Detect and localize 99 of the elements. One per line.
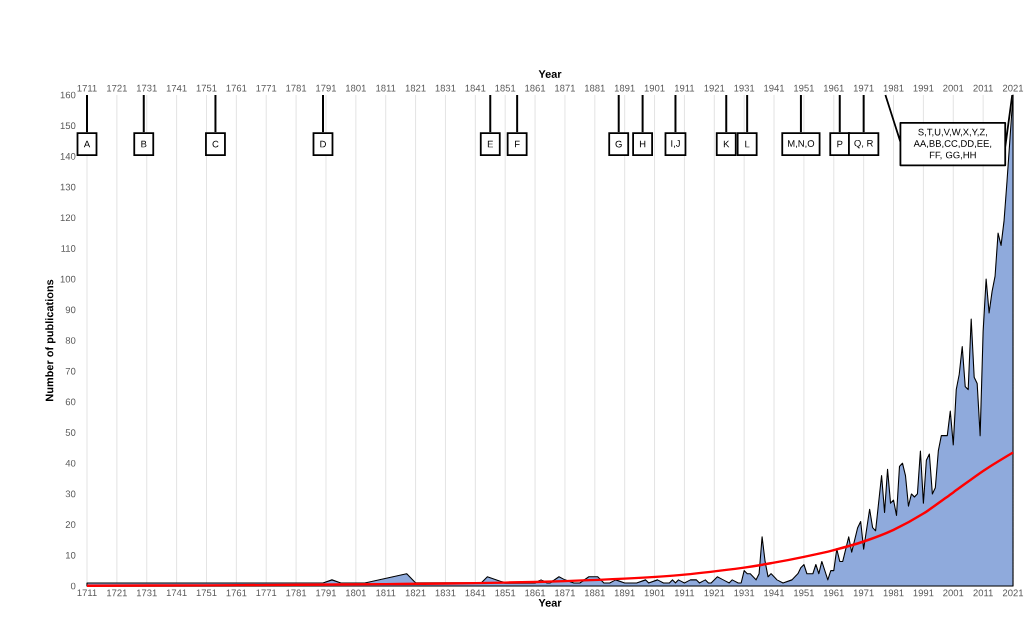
annotation: F	[515, 140, 520, 148]
x2-tick-label: 1961	[823, 84, 844, 92]
x2-tick-label: 1781	[286, 84, 307, 92]
y-tick-label: 20	[65, 521, 76, 528]
x-tick-label: 1831	[435, 589, 456, 597]
y-tick-label: 70	[65, 367, 76, 375]
y-tick-label: 110	[61, 245, 76, 252]
x2-tick-label: 1911	[674, 84, 695, 92]
x2-tick-label: 1831	[435, 84, 456, 92]
x-tick-label: 1981	[883, 589, 904, 597]
x-tick-label: 1751	[196, 589, 217, 597]
annotation: P	[837, 140, 843, 148]
x2-tick-label: 1851	[495, 84, 516, 92]
annotation: L	[745, 140, 750, 148]
annotation: C	[212, 140, 219, 148]
annotation: D	[320, 140, 326, 148]
x-tick-label: 2001	[943, 589, 964, 597]
x-tick-label: 1901	[644, 589, 665, 597]
y-tick-label: 50	[65, 429, 76, 436]
annotation: M,N,O	[788, 140, 815, 149]
y-tick-label: 130	[60, 183, 76, 191]
x-tick-label: 2021	[1002, 589, 1024, 597]
x-tick-label: 1811	[376, 589, 396, 597]
x-tick-label: 1971	[853, 589, 874, 597]
x2-tick-label: 2001	[943, 84, 964, 92]
y-tick-label: 0	[70, 582, 76, 590]
x2-tick-label: 1971	[853, 84, 874, 92]
x-tick-label: 1841	[465, 589, 486, 597]
x-tick-label: 1731	[136, 589, 157, 597]
x-tick-label: 1921	[704, 589, 725, 597]
x2-tick-label: 1891	[614, 84, 635, 92]
annotation: Q, R	[854, 139, 873, 149]
y-tick-label: 160	[60, 91, 76, 99]
x2-tick-label: 1881	[585, 84, 605, 92]
y-tick-label: 60	[65, 398, 76, 406]
x2-tick-label: 1991	[913, 84, 934, 92]
x-tick-label: 1941	[764, 589, 785, 597]
y-tick-label: 150	[60, 122, 76, 130]
x2-tick-label: 1771	[256, 84, 277, 92]
x2-tick-label: 1761	[226, 84, 247, 92]
x2-tick-label: 1841	[465, 84, 486, 92]
x-tick-label: 1891	[614, 589, 635, 597]
y-axis-title: Number of publications	[45, 279, 56, 401]
annotation: E	[487, 140, 494, 148]
x2-tick-label: 1941	[764, 84, 785, 92]
x2-tick-label: 1951	[794, 84, 814, 92]
x-tick-label: 1781	[286, 589, 307, 597]
x-tick-label: 1911	[674, 589, 695, 597]
y-tick-label: 30	[65, 490, 76, 498]
annotation: I,J	[671, 140, 680, 148]
annotation: G	[615, 140, 622, 148]
x2-tick-label: 1901	[644, 84, 665, 92]
y-tick-label: 90	[65, 306, 76, 314]
x-tick-label: 1741	[166, 589, 187, 597]
x-tick-label: 1861	[525, 589, 546, 597]
x2-tick-label: 1871	[555, 84, 575, 92]
x2-axis-title: Year	[538, 70, 562, 78]
y-tick-label: 100	[60, 275, 76, 283]
annotation: A	[83, 140, 91, 148]
annotation: S,T,U,V,W,X,Y,Z, AA,BB,CC,DD,EE, FF, GG,HH	[913, 128, 992, 160]
x2-tick-label: 1801	[346, 84, 366, 92]
x-tick-label: 1771	[256, 589, 277, 597]
y-tick-label: 120	[60, 214, 76, 222]
x-tick-label: 1821	[405, 589, 426, 597]
x-tick-label: 1961	[823, 589, 844, 597]
x-tick-label: 1761	[226, 589, 247, 597]
x-tick-label: 1951	[794, 589, 814, 597]
x-tick-label: 1801	[346, 589, 366, 597]
x-tick-label: 2011	[973, 589, 993, 597]
x2-tick-label: 1981	[883, 84, 904, 92]
annotation: B	[141, 140, 147, 148]
x2-tick-label: 1921	[704, 84, 725, 92]
x2-tick-label: 1751	[196, 84, 217, 92]
x2-tick-label: 2021	[1002, 84, 1024, 92]
x2-tick-label: 1741	[166, 84, 187, 92]
x2-tick-label: 1731	[136, 84, 157, 92]
x2-tick-label: 1711	[77, 84, 97, 92]
x-tick-label: 1851	[495, 589, 516, 597]
y-tick-label: 10	[65, 551, 76, 559]
x-tick-label: 1991	[913, 589, 934, 597]
x2-tick-label: 1861	[525, 84, 546, 92]
x-tick-label: 1711	[77, 589, 97, 597]
x2-tick-label: 1931	[734, 84, 755, 92]
x-tick-label: 1871	[555, 589, 575, 597]
x2-tick-label: 1721	[107, 84, 127, 92]
x-tick-label: 1791	[316, 589, 337, 597]
x-tick-label: 1931	[734, 589, 755, 597]
x-axis-title: Year	[538, 599, 562, 607]
y-tick-label: 140	[60, 153, 76, 160]
y-tick-label: 40	[65, 459, 76, 467]
annotation: K	[723, 140, 730, 148]
annotation: H	[639, 140, 646, 148]
x2-tick-label: 1821	[405, 84, 426, 92]
x2-tick-label: 1791	[316, 84, 337, 92]
x2-tick-label: 2011	[973, 84, 993, 92]
x2-tick-label: 1811	[376, 84, 396, 92]
x-tick-label: 1881	[585, 589, 605, 597]
x-tick-label: 1721	[107, 589, 127, 597]
y-tick-label: 80	[65, 337, 76, 344]
